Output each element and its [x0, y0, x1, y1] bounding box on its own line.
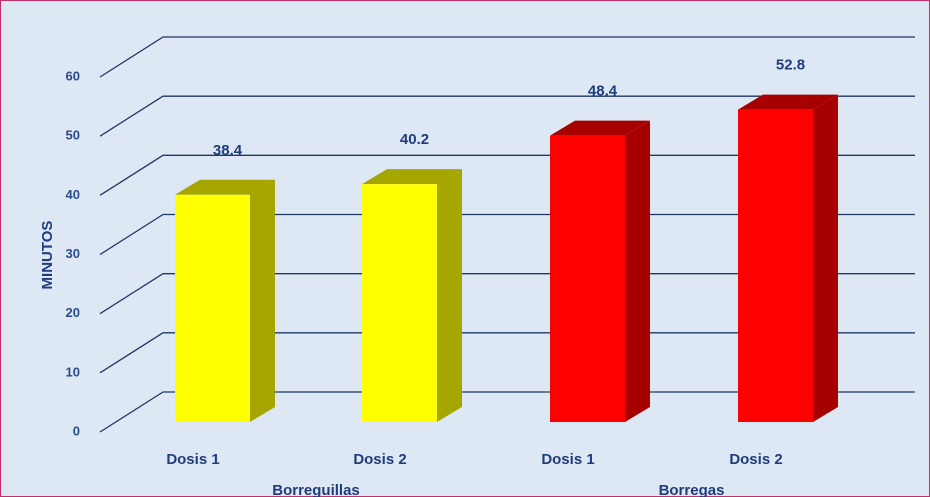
- grid-line: [99, 95, 915, 137]
- x-tick-label: Dosis 1: [166, 451, 219, 468]
- x-tick-label: Dosis 1: [541, 451, 594, 468]
- bar: [175, 194, 250, 422]
- bar-side: [250, 179, 275, 422]
- grid-line: [99, 36, 915, 78]
- grid-line: [99, 273, 915, 315]
- grid-line: [99, 391, 915, 433]
- bar-side: [437, 169, 462, 422]
- data-label: 40.2: [400, 131, 429, 148]
- y-tick-label: 60: [66, 68, 80, 83]
- bar: [738, 109, 813, 422]
- x-tick-label: Dosis 2: [729, 451, 782, 468]
- group-label: Borregas: [659, 482, 725, 497]
- x-tick-label: Dosis 2: [353, 451, 406, 468]
- bar-top: [362, 169, 462, 185]
- y-axis-label: MINUTOS: [39, 221, 56, 290]
- y-tick-label: 40: [66, 187, 80, 202]
- y-tick-label: 0: [73, 423, 80, 438]
- grid-line: [99, 332, 915, 374]
- bar-top: [550, 120, 650, 136]
- y-tick-label: 50: [66, 128, 80, 143]
- group-label: Borreguillas: [272, 482, 360, 497]
- bar: [362, 184, 437, 422]
- bar: [550, 135, 625, 422]
- grid-line: [99, 154, 915, 196]
- bar-side: [625, 120, 650, 422]
- data-label: 38.4: [213, 142, 243, 159]
- data-label: 52.8: [776, 57, 805, 74]
- data-label: 48.4: [588, 83, 618, 100]
- bar-top: [738, 94, 838, 110]
- bar-top: [175, 179, 275, 195]
- y-tick-label: 20: [66, 305, 80, 320]
- grid-line: [99, 213, 915, 256]
- bar-side: [813, 94, 838, 422]
- y-tick-label: 10: [66, 364, 80, 379]
- y-tick-label: 30: [66, 246, 80, 261]
